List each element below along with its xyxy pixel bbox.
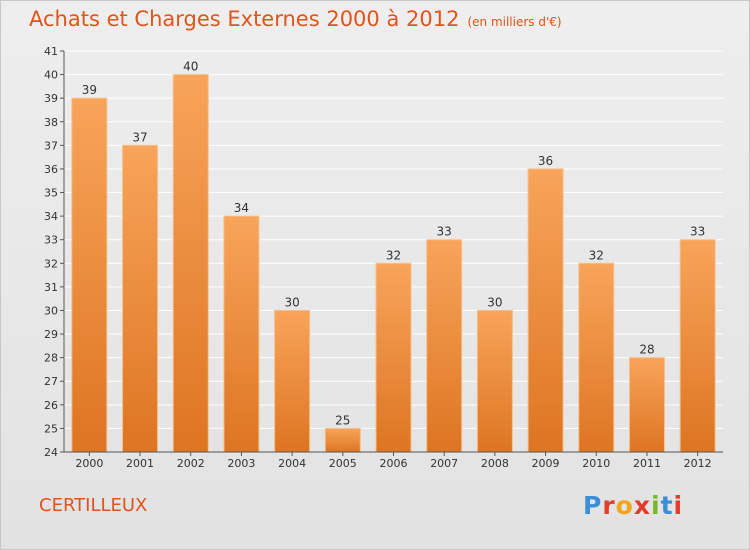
logo-letter: o <box>615 491 634 520</box>
data-label: 33 <box>690 225 705 239</box>
data-label: 40 <box>183 60 198 74</box>
data-label: 34 <box>234 201 249 215</box>
bar-2000 <box>71 97 108 453</box>
y-tick-labels: 24 25 26 27 28 29 30 31 32 33 34 35 36 37 38 39 40 41 <box>44 45 64 459</box>
x-tick-label: 2005 <box>329 457 357 470</box>
y-tick-label: 31 <box>44 281 58 294</box>
proxiti-logo: Proxiti <box>583 491 683 520</box>
data-label: 30 <box>487 295 502 309</box>
data-labels: 39 37 40 34 30 25 32 33 30 36 32 28 33 <box>82 60 706 428</box>
y-tick-label: 35 <box>44 187 58 200</box>
y-tick-label: 40 <box>44 69 58 82</box>
y-tick-label: 26 <box>44 399 58 412</box>
y-tick-label: 28 <box>44 352 58 365</box>
y-tick-label: 29 <box>44 328 58 341</box>
y-tick-label: 36 <box>44 163 58 176</box>
y-tick-label: 41 <box>44 45 58 58</box>
bar-2003 <box>223 215 260 453</box>
chart-unit: (en milliers d'€) <box>467 15 562 29</box>
bar-2009 <box>527 168 564 453</box>
y-tick-label: 39 <box>44 92 58 105</box>
bar-2010 <box>578 262 615 453</box>
x-tick-label: 2009 <box>532 457 560 470</box>
bars <box>71 74 716 453</box>
town-name: CERTILLEUX <box>39 495 148 516</box>
logo-letter: r <box>602 491 616 520</box>
logo-letter: x <box>633 491 651 520</box>
y-tick-label: 24 <box>44 446 58 459</box>
data-label: 32 <box>386 248 401 262</box>
y-tick-label: 27 <box>44 375 58 388</box>
x-tick-label: 2006 <box>380 457 408 470</box>
bar-2008 <box>476 309 513 453</box>
bar-2007 <box>426 239 463 453</box>
x-tick-label: 2012 <box>684 457 712 470</box>
x-tick-label: 2003 <box>227 457 255 470</box>
x-tick-label: 2007 <box>430 457 458 470</box>
bar-2001 <box>122 144 159 453</box>
y-tick-label: 25 <box>44 422 58 435</box>
chart-title-text: Achats et Charges Externes 2000 à 2012 <box>29 7 460 31</box>
data-label: 39 <box>82 83 97 97</box>
bar-2006 <box>375 262 412 453</box>
y-tick-label: 37 <box>44 139 58 152</box>
logo-letter: i <box>651 491 661 520</box>
bar-2005 <box>324 427 361 453</box>
x-tick-label: 2001 <box>126 457 154 470</box>
bar-2004 <box>274 309 311 453</box>
data-label: 32 <box>589 248 604 262</box>
data-label: 28 <box>639 343 654 357</box>
x-tick-label: 2008 <box>481 457 509 470</box>
y-tick-label: 38 <box>44 116 58 129</box>
data-label: 36 <box>538 154 553 168</box>
y-tick-label: 32 <box>44 257 58 270</box>
data-label: 25 <box>335 413 350 427</box>
logo-letter: P <box>583 491 603 520</box>
y-tick-label: 33 <box>44 234 58 247</box>
bar-2012 <box>679 239 716 453</box>
x-tick-label: 2000 <box>75 457 103 470</box>
x-tick-labels: 2000 2001 2002 2003 2004 2005 2006 2007 2008 2009… <box>75 452 712 470</box>
logo-letter: i <box>673 491 684 520</box>
x-tick-label: 2010 <box>582 457 610 470</box>
bar-2011 <box>628 357 665 453</box>
logo-letter: t <box>660 491 674 520</box>
y-tick-label: 34 <box>44 210 58 223</box>
x-tick-label: 2004 <box>278 457 306 470</box>
data-label: 37 <box>132 130 147 144</box>
x-tick-label: 2002 <box>177 457 205 470</box>
x-tick-label: 2011 <box>633 457 661 470</box>
data-label: 30 <box>284 295 299 309</box>
chart-title: Achats et Charges Externes 2000 à 2012 (e… <box>29 7 562 31</box>
bar-2002 <box>172 74 209 453</box>
data-label: 33 <box>437 225 452 239</box>
y-tick-label: 30 <box>44 304 58 317</box>
